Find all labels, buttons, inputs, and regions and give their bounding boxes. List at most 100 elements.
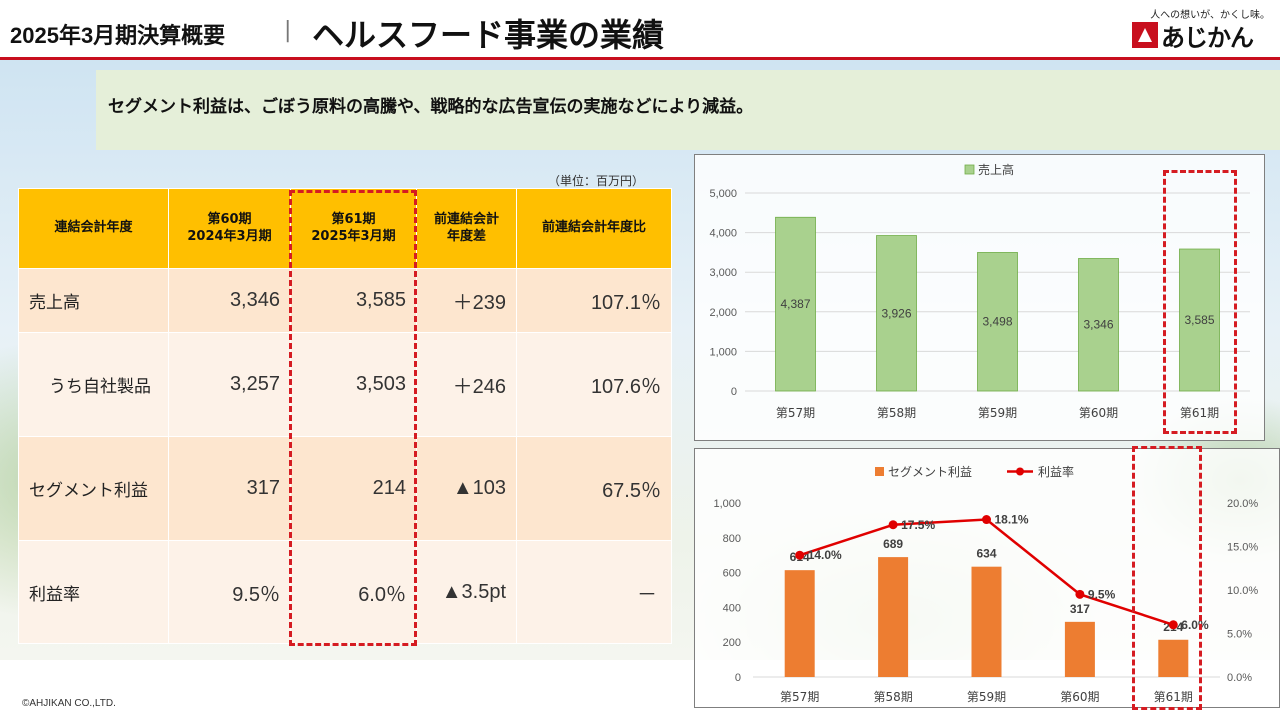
y-tick-label: 1,000 <box>709 346 737 358</box>
row-label: セグメント利益 <box>18 436 169 541</box>
slide-header: 2025年3月期決算概要 | ヘルスフード事業の業績 人への想いが、かくし味。 … <box>0 0 1280 60</box>
logo-tagline: 人への想いが、かくし味。 <box>1150 10 1270 21</box>
cell-p60: 3,346 <box>168 268 291 333</box>
x-tick-label: 第57期 <box>780 690 819 704</box>
sales-data-label: 3,346 <box>1083 318 1113 332</box>
x-tick-label: 第61期 <box>1154 690 1193 704</box>
y-tick-label: 5,000 <box>709 188 737 200</box>
y-tick-label: 800 <box>723 533 741 545</box>
x-tick-label: 第57期 <box>776 406 815 420</box>
row-label: 売上高 <box>18 268 169 333</box>
logo-mark-icon <box>1132 22 1158 48</box>
y2-tick-label: 20.0% <box>1227 498 1258 510</box>
profit-bar <box>1064 621 1095 677</box>
margin-point <box>982 515 991 525</box>
page-subtitle: 2025年3月期決算概要 <box>10 23 226 48</box>
legend-label-sales: 売上高 <box>978 162 1014 177</box>
summary-banner: セグメント利益は、ごぼう原料の高騰や、戦略的な広告宣伝の実施などにより減益。 <box>96 70 1280 150</box>
y2-tick-label: 10.0% <box>1227 585 1258 597</box>
y-tick-label: 0 <box>735 672 741 684</box>
header-cell-period-61: 第61期 2025年3月期 <box>290 188 417 269</box>
x-tick-label: 第59期 <box>967 690 1006 704</box>
profit-chart: 0 200 400 600 800 1,000 0.0% 5.0% 10.0% 15.0% 20.0… <box>713 464 1258 704</box>
y-tick-label: 4,000 <box>709 228 737 240</box>
cell-p60: 3,257 <box>168 332 291 437</box>
header-divider <box>0 57 1280 60</box>
y-tick-label: 3,000 <box>709 267 737 279</box>
unit-label: （単位：百万円） <box>548 174 645 188</box>
cell-p61: 3,585 <box>290 268 417 333</box>
sales-bar <box>1179 248 1220 392</box>
cell-diff: ＋239 <box>416 268 517 333</box>
company-logo: あじかん <box>1132 20 1272 52</box>
logo-text: あじかん <box>1161 23 1254 52</box>
highlight-period-61-profit <box>1132 446 1202 710</box>
header-cell-yoy-diff: 前連結会計 年度差 <box>416 188 517 269</box>
sales-chart: 0 1,000 2,000 3,000 4,000 5,000 4,387 第57期 3,926… <box>709 162 1250 420</box>
profit-bar <box>971 566 1002 677</box>
x-tick-label: 第59期 <box>978 406 1017 420</box>
header-cell-fiscal-year: 連結会計年度 <box>18 188 169 269</box>
sales-data-label: 4,387 <box>780 297 810 311</box>
y-tick-label: 400 <box>723 602 741 614</box>
sales-data-label: 3,585 <box>1184 313 1214 327</box>
title-separator: | <box>284 18 292 43</box>
row-label: うち自社製品 <box>18 332 169 437</box>
table-header-row: 連結会計年度 第60期 2024年3月期 第61期 2025年3月期 前連結会計 年度… <box>18 188 672 269</box>
copyright: ©AHJIKAN CO.,LTD. <box>22 698 116 709</box>
x-tick-label: 第60期 <box>1079 406 1118 420</box>
profit-data-label: 689 <box>883 537 903 551</box>
cell-p60: 317 <box>168 436 291 541</box>
header-cell-yoy-ratio: 前連結会計年度比 <box>516 188 672 269</box>
margin-data-label: 6.0% <box>1181 618 1209 632</box>
sales-bar <box>775 216 816 392</box>
x-tick-label: 第61期 <box>1180 406 1219 420</box>
header-cell-period-60: 第60期 2024年3月期 <box>168 188 291 269</box>
y-tick-label: 1,000 <box>713 498 741 510</box>
margin-data-label: 17.5% <box>901 518 935 532</box>
results-table: 連結会計年度 第60期 2024年3月期 第61期 2025年3月期 前連結会計 年度… <box>18 188 672 644</box>
cell-diff: ▲103 <box>416 436 517 541</box>
y2-tick-label: 0.0% <box>1227 672 1252 684</box>
sales-data-label: 3,926 <box>881 306 911 320</box>
legend-swatch-sales <box>964 164 975 175</box>
cell-ratio: － <box>516 540 672 644</box>
y2-tick-label: 15.0% <box>1227 542 1258 554</box>
cell-ratio: 107.1％ <box>516 268 672 333</box>
x-tick-label: 第58期 <box>877 406 916 420</box>
y-tick-label: 600 <box>723 568 741 580</box>
sales-bar <box>876 235 917 392</box>
margin-data-label: 14.0% <box>808 548 842 562</box>
profit-bar <box>878 557 909 677</box>
cell-diff: ＋246 <box>416 332 517 437</box>
y-tick-label: 2,000 <box>709 307 737 319</box>
x-tick-label: 第60期 <box>1060 690 1099 704</box>
sales-chart-panel: 0 1,000 2,000 3,000 4,000 5,000 4,387 第57期 3,926… <box>694 154 1265 441</box>
margin-point <box>1075 589 1085 599</box>
margin-data-label: 9.5% <box>1088 587 1116 601</box>
sales-bar <box>977 252 1018 392</box>
highlight-period-61-sales <box>1163 170 1237 434</box>
profit-bar <box>784 570 815 677</box>
table-row: 利益率 9.5％ 6.0％ ▲3.5pt － <box>18 540 672 644</box>
margin-data-label: 18.1% <box>995 513 1029 527</box>
y-tick-label: 200 <box>723 637 741 649</box>
row-label: 利益率 <box>18 540 169 644</box>
profit-bar <box>1158 639 1189 677</box>
margin-point <box>1168 620 1178 630</box>
legend-swatch-margin-point <box>1016 467 1024 476</box>
cell-ratio: 67.5％ <box>516 436 672 541</box>
sales-bar <box>1078 258 1119 392</box>
margin-point <box>795 550 805 560</box>
profit-data-label: 634 <box>976 547 996 561</box>
sales-data-label: 3,498 <box>982 315 1012 329</box>
legend-label-profit: セグメント利益 <box>888 465 972 479</box>
highlight-period-61-table <box>289 190 417 646</box>
x-tick-label: 第58期 <box>873 690 912 704</box>
legend-label-margin: 利益率 <box>1038 464 1074 479</box>
cell-p60: 9.5％ <box>168 540 291 644</box>
cell-ratio: 107.6％ <box>516 332 672 437</box>
y2-tick-label: 5.0% <box>1227 629 1252 641</box>
cell-diff: ▲3.5pt <box>416 540 517 644</box>
